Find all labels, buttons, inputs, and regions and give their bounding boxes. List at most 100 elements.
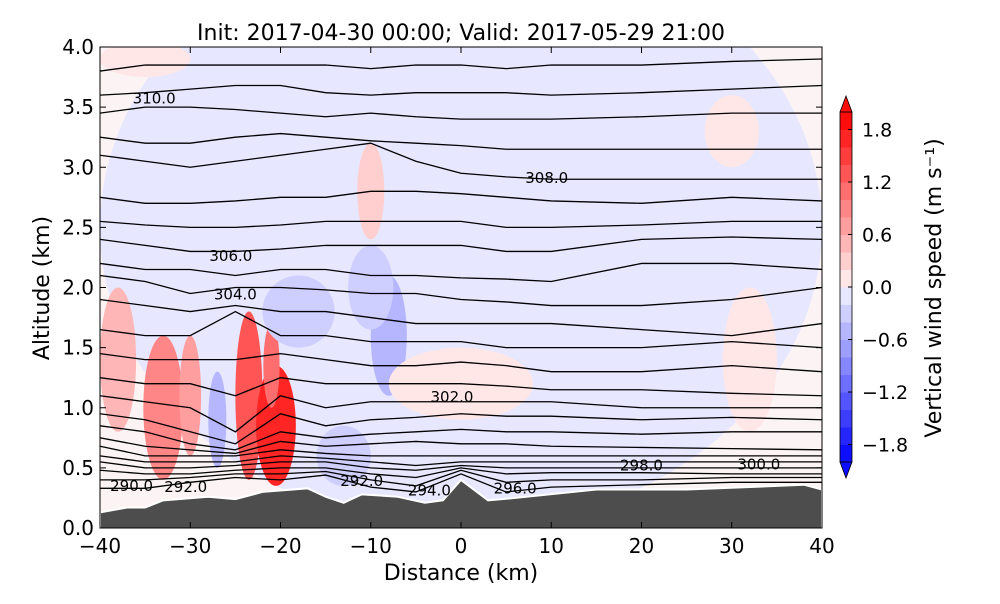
contour-label: 292.0 xyxy=(164,478,207,496)
theta-contour-1 xyxy=(100,469,822,487)
wind-feature-12 xyxy=(316,425,371,486)
y-tick-label: 3.5 xyxy=(62,95,94,119)
y-tick-label: 0.0 xyxy=(62,516,94,540)
colorbar-bin xyxy=(840,182,852,200)
x-tick-label: 20 xyxy=(629,534,654,558)
theta-contour-16 xyxy=(100,236,822,253)
x-tick-label: 30 xyxy=(719,534,744,558)
colorbar-bin xyxy=(840,147,852,165)
theta-contour-20 xyxy=(100,132,822,150)
theta-contour-9 xyxy=(100,395,822,433)
x-tick-label: −10 xyxy=(350,534,392,558)
colorbar-tick-label: 1.2 xyxy=(862,172,892,194)
colorbar-tick-label: 0.6 xyxy=(862,225,892,247)
theta-contour-11 xyxy=(100,352,822,373)
contour-label: 300.0 xyxy=(737,455,780,473)
theta-contour-4 xyxy=(100,455,822,467)
theta-contour-18 xyxy=(100,190,822,204)
colorbar-bin xyxy=(840,339,852,358)
x-tick-label: 0 xyxy=(455,534,468,558)
x-tick-label: −30 xyxy=(169,534,211,558)
colorbar: 1.8 1.2 0.6 0.0 −0.6 −1.2 −1.8 xyxy=(839,94,908,480)
colorbar-bin xyxy=(840,252,852,270)
colorbar-bin xyxy=(840,427,852,445)
colorbar-bin xyxy=(840,409,852,428)
contour-label: 306.0 xyxy=(209,247,252,265)
theta-contour-19 xyxy=(100,142,822,180)
y-tick-label: 2.0 xyxy=(62,276,94,300)
colorbar-bin xyxy=(840,392,852,410)
theta-contour-15 xyxy=(100,262,822,283)
colorbar-tick-label: −0.6 xyxy=(862,330,908,352)
x-tick-label: 10 xyxy=(539,534,564,558)
contour-label: 296.0 xyxy=(494,479,537,497)
colorbar-bin xyxy=(840,199,852,218)
colorbar-bin xyxy=(840,444,852,463)
theta-contour-7 xyxy=(100,425,822,451)
theta-contour-21 xyxy=(100,106,822,120)
theta-contour-12 xyxy=(100,310,822,349)
theta-contour-0 xyxy=(100,473,822,493)
terrain xyxy=(100,478,822,528)
y-axis: 0.0 0.5 1.0 1.5 2.0 2.5 3.0 3.5 4.0 xyxy=(62,35,822,540)
contour-label: 298.0 xyxy=(620,456,663,474)
x-axis-label: Distance (km) xyxy=(384,561,539,586)
colorbar-bin xyxy=(840,129,852,148)
x-tick-label: 40 xyxy=(809,534,834,558)
contour-label: 308.0 xyxy=(525,169,568,187)
plot-area: 290.0 292.0 292.0 294.0 296.0 298.0 300.0 302.0… xyxy=(100,47,822,528)
theta-contour-5 xyxy=(100,445,822,457)
theta-contour-3 xyxy=(100,461,822,471)
theta-contour-6 xyxy=(100,437,822,455)
y-axis-label: Altitude (km) xyxy=(30,216,55,360)
colorbar-bin xyxy=(840,217,852,235)
theta-contour-17 xyxy=(100,220,822,229)
wind-feature-1 xyxy=(100,287,137,432)
colorbar-bin xyxy=(840,322,852,340)
colorbar-bin xyxy=(840,357,852,375)
wind-feature-9 xyxy=(348,245,394,330)
x-tick-label: −40 xyxy=(79,534,121,558)
contour-label: 292.0 xyxy=(340,472,383,490)
theta-contours xyxy=(100,58,822,493)
theta-contour-22 xyxy=(100,84,822,96)
y-tick-label: 4.0 xyxy=(62,35,94,59)
contour-label: 294.0 xyxy=(408,482,451,500)
colorbar-bin xyxy=(840,304,852,323)
theta-contour-14 xyxy=(100,274,822,307)
theta-contour-10 xyxy=(100,377,822,397)
colorbar-bin xyxy=(840,112,852,130)
wind-feature-3 xyxy=(179,335,202,456)
colorbar-bin xyxy=(840,269,852,288)
colorbar-tick-label: −1.2 xyxy=(862,382,908,404)
colorbar-bin xyxy=(840,374,852,393)
theta-contour-2 xyxy=(100,467,822,479)
theta-contour-13 xyxy=(100,298,822,337)
colorbar-label: Vertical wind speed (m s⁻¹) xyxy=(922,138,947,437)
x-tick-label: −20 xyxy=(259,534,301,558)
colorbar-tick-label: 0.0 xyxy=(862,277,892,299)
contour-label: 310.0 xyxy=(133,90,176,108)
wind-feature-7 xyxy=(263,323,280,408)
chart-title: Init: 2017-04-30 00:00; Valid: 2017-05-2… xyxy=(197,21,725,46)
contour-labels: 290.0 292.0 292.0 294.0 296.0 298.0 300.0 302.0… xyxy=(110,90,780,500)
x-axis: −40 −30 −20 −10 0 10 20 30 40 xyxy=(79,47,835,558)
wind-feature-16 xyxy=(704,95,759,168)
y-tick-label: 2.5 xyxy=(62,215,94,239)
wind-feature-2 xyxy=(143,335,184,480)
colorbar-extend-min xyxy=(839,461,853,480)
contour-label: 304.0 xyxy=(214,286,257,304)
colorbar-tick-label: 1.8 xyxy=(862,120,892,142)
colorbar-tick-label: −1.8 xyxy=(862,435,908,457)
wind-feature-15 xyxy=(100,47,191,78)
wind-feature-4 xyxy=(208,371,227,468)
wind-feature-14 xyxy=(722,287,777,432)
y-tick-label: 3.0 xyxy=(62,155,94,179)
y-tick-label: 1.0 xyxy=(62,396,94,420)
y-tick-label: 1.5 xyxy=(62,336,94,360)
y-tick-label: 0.5 xyxy=(62,456,94,480)
colorbar-extend-max xyxy=(839,94,853,113)
contour-label: 290.0 xyxy=(110,477,153,495)
wind-feature-5 xyxy=(235,311,263,480)
